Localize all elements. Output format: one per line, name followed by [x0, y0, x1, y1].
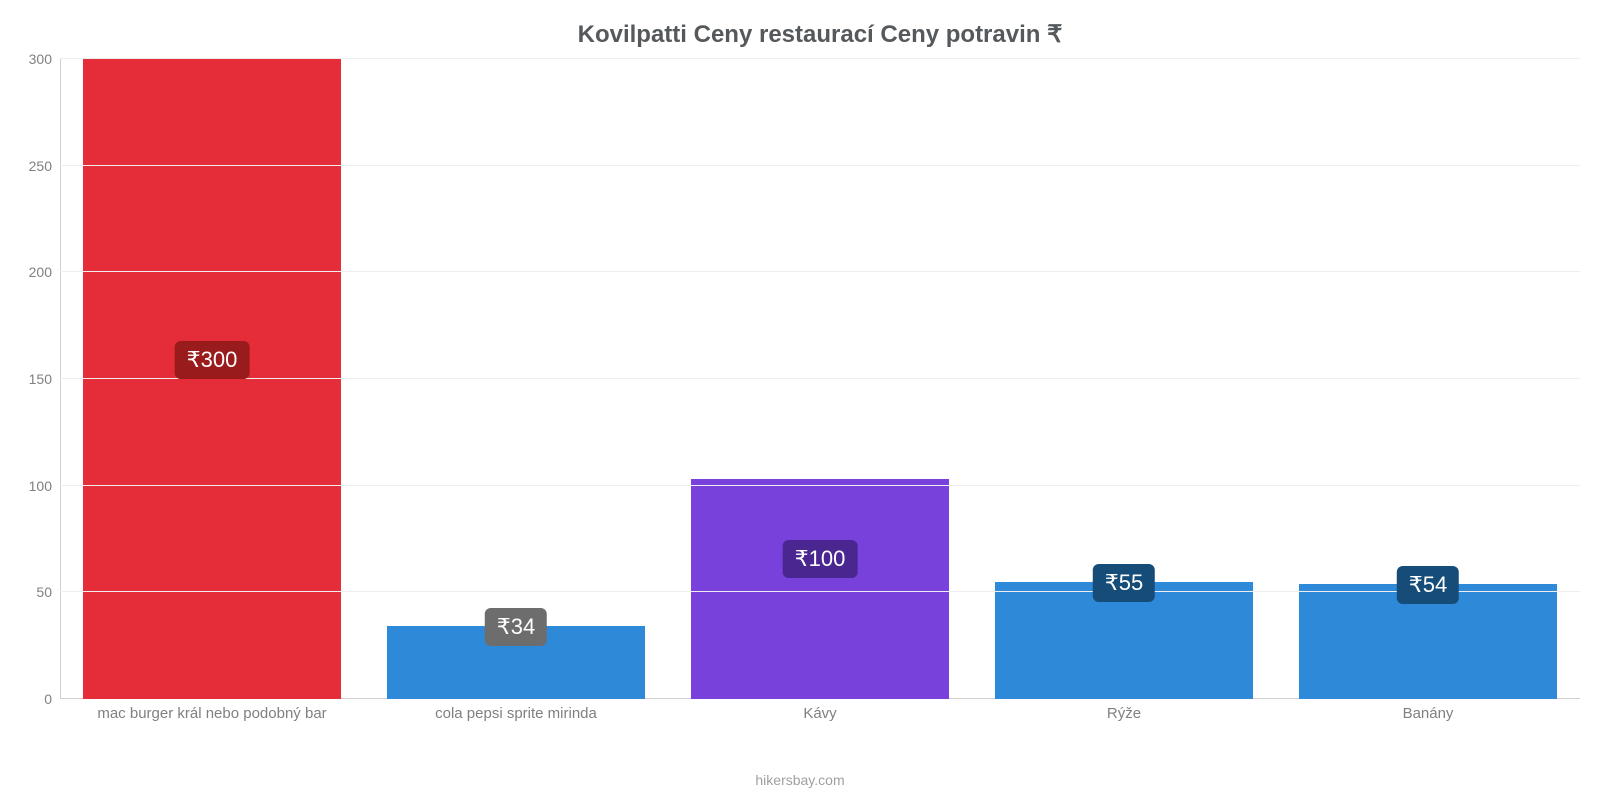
x-labels: mac burger král nebo podobný barcola pep… — [60, 705, 1580, 722]
value-badge: ₹300 — [175, 341, 250, 379]
y-tick-label: 50 — [12, 584, 52, 600]
bar: ₹300 — [83, 59, 341, 699]
value-badge: ₹34 — [485, 608, 547, 646]
gridline — [60, 271, 1580, 272]
x-axis-label: Rýže — [972, 705, 1276, 722]
bar: ₹55 — [995, 582, 1253, 699]
value-badge: ₹100 — [783, 540, 858, 578]
x-axis-label: Banány — [1276, 705, 1580, 722]
y-tick-label: 0 — [12, 691, 52, 707]
y-tick-label: 300 — [12, 51, 52, 67]
y-tick-label: 250 — [12, 158, 52, 174]
gridline — [60, 165, 1580, 166]
bar-slot: ₹55 — [972, 59, 1276, 699]
bar: ₹54 — [1299, 584, 1557, 699]
x-axis-label: mac burger král nebo podobný bar — [60, 705, 364, 722]
y-tick-label: 150 — [12, 371, 52, 387]
y-tick-label: 100 — [12, 478, 52, 494]
plot-area: 050100150200250300 ₹300₹34₹100₹55₹54 mac… — [60, 59, 1580, 699]
bar: ₹100 — [691, 479, 949, 699]
bars-container: ₹300 ₹34 ₹100 ₹55 ₹54 — [60, 59, 1580, 699]
value-badge: ₹55 — [1093, 564, 1155, 602]
bar: ₹34 — [387, 626, 645, 699]
bar-slot: ₹300 — [60, 59, 364, 699]
bar-slot: ₹34 — [364, 59, 668, 699]
value-badge: ₹54 — [1397, 566, 1459, 604]
x-axis-label: cola pepsi sprite mirinda — [364, 705, 668, 722]
gridline — [60, 378, 1580, 379]
bar-slot: ₹54 — [1276, 59, 1580, 699]
gridline — [60, 485, 1580, 486]
x-axis-label: Kávy — [668, 705, 972, 722]
chart-footer: hikersbay.com — [0, 772, 1600, 788]
chart-title: Kovilpatti Ceny restaurací Ceny potravin… — [60, 20, 1580, 49]
gridline — [60, 591, 1580, 592]
gridline — [60, 58, 1580, 59]
price-bar-chart: Kovilpatti Ceny restaurací Ceny potravin… — [0, 0, 1600, 800]
y-tick-label: 200 — [12, 264, 52, 280]
bar-slot: ₹100 — [668, 59, 972, 699]
y-axis: 050100150200250300 — [10, 59, 60, 699]
